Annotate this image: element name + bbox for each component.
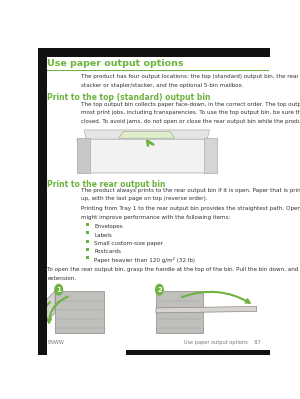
Text: up, with the last page on top (reverse order).: up, with the last page on top (reverse o… [80, 196, 207, 201]
Polygon shape [84, 130, 210, 139]
Bar [86, 248, 89, 251]
Text: Use paper output options: Use paper output options [47, 59, 184, 68]
Circle shape [54, 284, 63, 296]
Circle shape [155, 284, 164, 296]
Text: Use paper output options    87: Use paper output options 87 [184, 340, 261, 345]
Polygon shape [77, 139, 217, 173]
Bar [38, 48, 270, 57]
Text: Postcards: Postcards [94, 249, 122, 254]
Text: Print to the rear output bin: Print to the rear output bin [47, 180, 166, 189]
Text: 1: 1 [56, 286, 61, 292]
Text: Printing from Tray 1 to the rear output bin provides the straightest path. Openi: Printing from Tray 1 to the rear output … [80, 206, 300, 211]
Text: ENWW: ENWW [47, 340, 64, 345]
Bar [86, 223, 89, 226]
Bar [156, 290, 203, 333]
Text: To open the rear output bin, grasp the handle at the top of the bin. Pull the bi: To open the rear output bin, grasp the h… [47, 267, 300, 272]
Text: might improve performance with the following items:: might improve performance with the follo… [80, 215, 230, 220]
Bar [126, 350, 270, 355]
Bar [47, 70, 269, 71]
Text: The top output bin collects paper face-down, in the correct order. The top outpu: The top output bin collects paper face-d… [80, 102, 300, 107]
Text: closed. To avoid jams, do not open or close the rear output bin while the produc: closed. To avoid jams, do not open or cl… [80, 119, 300, 124]
Text: Envelopes: Envelopes [94, 224, 123, 229]
Text: Small custom-size paper: Small custom-size paper [94, 241, 164, 246]
Bar [55, 290, 104, 333]
Text: most print jobs, including transparencies. To use the top output bin, be sure th: most print jobs, including transparencie… [80, 110, 300, 115]
Text: The product always prints to the rear output bin if it is open. Paper that is pr: The product always prints to the rear ou… [80, 188, 300, 193]
Bar [86, 239, 89, 243]
Text: Print to the top (standard) output bin: Print to the top (standard) output bin [47, 93, 211, 103]
Polygon shape [156, 306, 256, 313]
Text: stacker or stapler/stacker, and the optional 5-bin mailbox.: stacker or stapler/stacker, and the opti… [80, 83, 243, 88]
Polygon shape [119, 131, 175, 138]
Bar [38, 48, 47, 355]
Bar [204, 138, 217, 173]
Bar [77, 138, 90, 173]
Bar [86, 256, 89, 259]
Bar [86, 231, 89, 234]
Text: The product has four output locations: the top (standard) output bin, the rear o: The product has four output locations: t… [80, 74, 300, 79]
Text: Paper heavier than 120 g/m² (32 lb): Paper heavier than 120 g/m² (32 lb) [94, 257, 196, 263]
Text: extension.: extension. [47, 276, 76, 280]
Polygon shape [39, 290, 55, 330]
Text: 2: 2 [157, 286, 162, 292]
Text: Labels: Labels [94, 233, 112, 237]
